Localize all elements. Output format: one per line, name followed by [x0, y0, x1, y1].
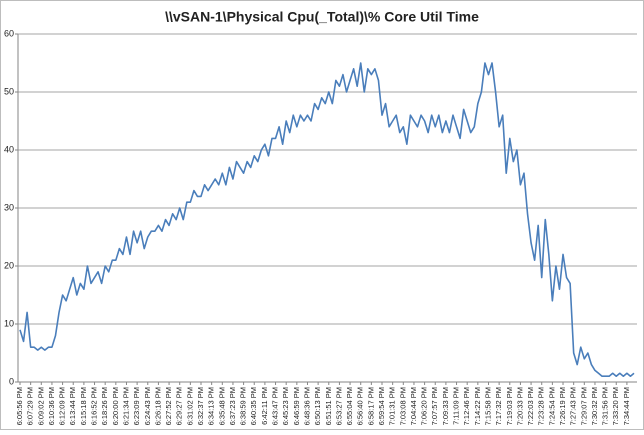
x-tick-label: 6:18:26 PM [100, 387, 109, 425]
x-tick-label: 7:24:54 PM [547, 387, 556, 425]
x-tick-label: 6:27:52 PM [164, 387, 173, 425]
x-tick-label: 7:15:58 PM [483, 387, 492, 425]
x-tick-label: 7:11:09 PM [452, 387, 461, 425]
x-tick-label: 6:07:29 PM [26, 387, 35, 425]
x-tick-label: 6:59:54 PM [377, 387, 386, 425]
x-tick-label: 6:29:27 PM [175, 387, 184, 425]
x-tick-label: 7:09:33 PM [441, 387, 450, 425]
chart-title: \\vSAN-1\Physical Cpu(_Total)\% Core Uti… [165, 9, 479, 25]
x-tick-label: 7:34:44 PM [622, 387, 631, 425]
x-tick-label: 7:20:33 PM [515, 387, 524, 425]
x-tick-label: 7:14:22 PM [473, 387, 482, 425]
x-tick-label: 7:31:56 PM [601, 387, 610, 425]
x-tick-label: 7:29:07 PM [579, 387, 588, 425]
y-tick-label: 40 [4, 144, 14, 154]
x-tick-label: 6:48:36 PM [302, 387, 311, 425]
x-tick-label: 6:53:27 PM [334, 387, 343, 425]
x-tick-label: 7:22:03 PM [526, 387, 535, 425]
y-tick-label: 50 [4, 86, 14, 96]
x-tick-label: 6:37:23 PM [228, 387, 237, 425]
x-tick-label: 6:26:18 PM [153, 387, 162, 425]
x-tick-label: 6:42:11 PM [260, 387, 269, 425]
x-tick-label: 6:35:48 PM [217, 387, 226, 425]
x-tick-label: 6:40:35 PM [249, 387, 258, 425]
x-tick-label: 6:51:51 PM [324, 387, 333, 425]
x-tick-label: 7:07:57 PM [430, 387, 439, 425]
x-tick-label: 6:05:56 PM [15, 387, 24, 425]
y-tick-label: 60 [4, 28, 14, 38]
x-tick-label: 7:04:44 PM [409, 387, 418, 425]
y-tick-label: 20 [4, 260, 14, 270]
x-tick-label: 7:23:28 PM [537, 387, 546, 425]
x-tick-label: 6:58:17 PM [366, 387, 375, 425]
x-tick-label: 7:27:43 PM [569, 387, 578, 425]
x-tick-label: 6:46:59 PM [292, 387, 301, 425]
x-tick-label: 7:06:20 PM [420, 387, 429, 425]
x-tick-label: 6:20:00 PM [111, 387, 120, 425]
x-tick-label: 6:32:37 PM [196, 387, 205, 425]
x-tick-label: 7:12:46 PM [462, 387, 471, 425]
x-tick-label: 6:23:09 PM [132, 387, 141, 425]
x-tick-label: 6:43:47 PM [271, 387, 280, 425]
x-tick-label: 6:55:04 PM [345, 387, 354, 425]
x-tick-label: 6:13:44 PM [68, 387, 77, 425]
x-tick-label: 6:45:23 PM [281, 387, 290, 425]
x-tick-label: 6:12:09 PM [58, 387, 67, 425]
x-tick-label: 6:31:02 PM [185, 387, 194, 425]
x-tick-label: 7:26:19 PM [558, 387, 567, 425]
data-line [19, 62, 635, 377]
y-tick-label: 10 [4, 318, 14, 328]
x-tick-label: 6:56:40 PM [356, 387, 365, 425]
x-tick-label: 6:10:36 PM [47, 387, 56, 425]
x-tick-label: 6:21:34 PM [121, 387, 130, 425]
x-tick-label: 6:15:18 PM [79, 387, 88, 425]
x-tick-label: 6:09:02 PM [36, 387, 45, 425]
x-tick-label: 7:03:08 PM [398, 387, 407, 425]
x-tick-label: 7:19:03 PM [505, 387, 514, 425]
x-tick-label: 6:24:43 PM [143, 387, 152, 425]
x-tick-label: 7:30:32 PM [590, 387, 599, 425]
x-tick-label: 6:34:13 PM [207, 387, 216, 425]
y-tick-label: 0 [9, 376, 14, 386]
x-tick-label: 6:38:59 PM [239, 387, 248, 425]
x-tick-label: 6:50:13 PM [313, 387, 322, 425]
x-tick-label: 6:16:52 PM [90, 387, 99, 425]
x-tick-label: 7:01:31 PM [388, 387, 397, 425]
x-tick-label: 7:17:32 PM [494, 387, 503, 425]
y-tick-label: 30 [4, 202, 14, 212]
x-tick-label: 7:33:20 PM [611, 387, 620, 425]
